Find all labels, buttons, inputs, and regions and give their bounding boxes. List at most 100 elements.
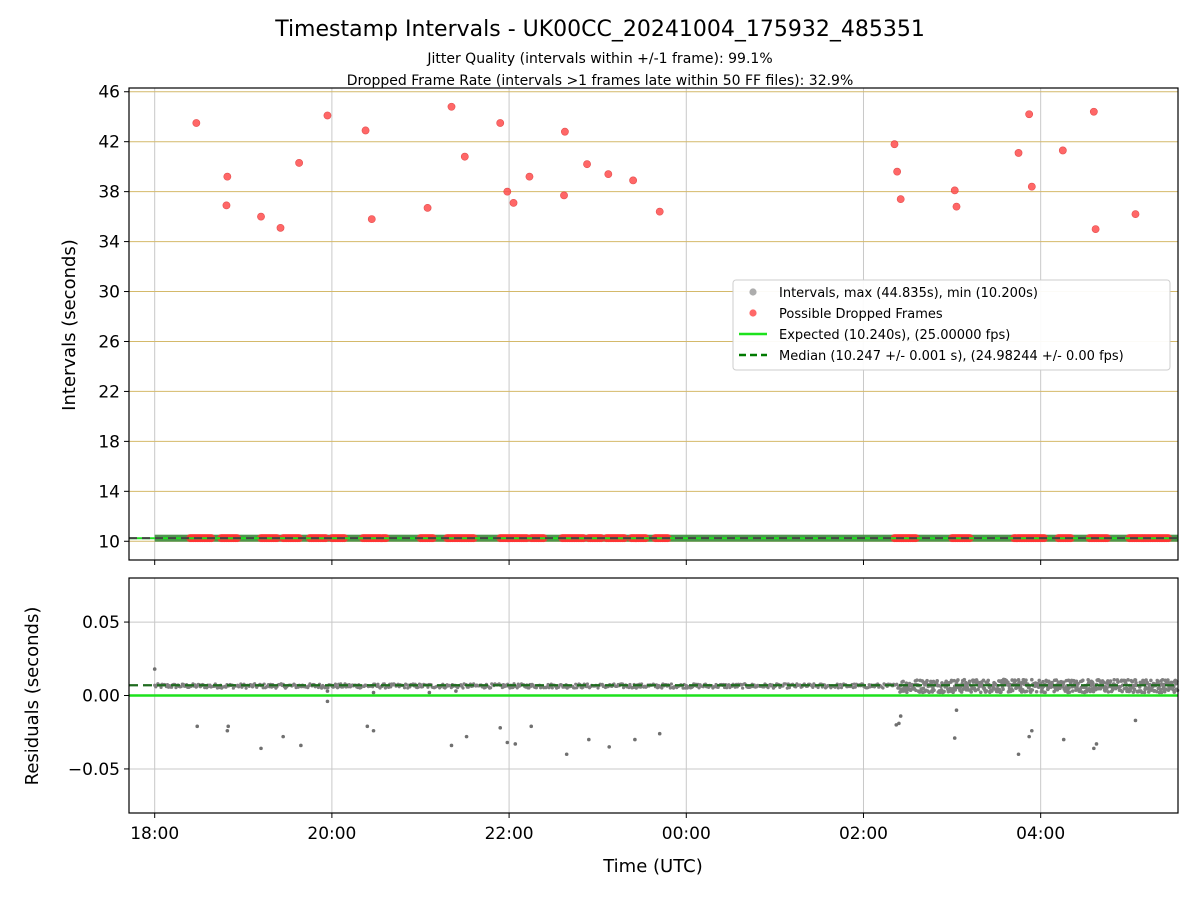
residual-point [1172,690,1177,694]
legend-entry-label: Expected (10.240s), (25.00000 fps) [779,328,1010,343]
residual-outlier-point [954,708,959,712]
dropped-frames-series [192,102,1140,234]
residual-point [953,688,958,692]
residual-point [921,686,926,691]
dropped-frame-point [890,140,899,149]
residual-point [1106,690,1111,694]
residual-point [1116,680,1120,684]
dropped-frame-point [423,203,432,212]
residual-point [1018,685,1023,690]
residual-point [1159,690,1164,695]
residual-point [920,679,925,683]
residual-outlier-point [152,667,157,671]
residual-outlier-point [894,723,899,727]
dropped-frame-point [447,102,456,111]
bottom-y-axis-label: Residuals (seconds) [22,607,43,786]
dropped-frame-point [629,176,638,185]
residual-outlier-point [529,724,534,729]
dropped-frame-point [896,195,905,204]
residual-outlier-point [1133,718,1138,723]
residual-point [962,677,967,682]
residual-point [1006,680,1010,684]
residual-outlier-point [1092,746,1096,751]
residual-point [1131,690,1136,694]
top-y-tick-label: 18 [98,432,120,452]
residual-point [981,678,986,683]
residual-point [1130,679,1135,684]
dropped-frame-point [223,172,232,181]
legend-entry-label: Possible Dropped Frames [779,307,943,322]
residual-point [1133,678,1138,682]
dropped-frame-point [367,215,376,224]
dropped-frame-point [1091,225,1100,234]
residual-point [927,690,932,695]
residual-outlier-point [226,724,231,729]
dropped-frame-point [496,119,505,127]
residual-point [326,686,330,690]
residual-point [1067,686,1071,690]
dropped-frame-point [525,172,534,181]
residual-point [159,685,163,689]
residual-point [527,686,531,690]
residual-point [1132,687,1137,692]
residual-point [836,686,840,690]
residual-point [904,681,909,685]
top-y-tick-label: 10 [98,532,120,552]
dropped-frame-point [655,207,664,216]
residual-point [1142,690,1147,695]
residual-point [990,689,994,693]
residual-point [1108,679,1113,683]
residual-point [987,685,992,690]
residual-outlier-point [299,743,303,748]
residual-point [935,679,939,683]
x-tick-label: 22:00 [485,824,534,844]
residual-point [725,686,729,690]
residual-point [978,690,983,695]
residual-point [179,684,183,689]
residual-point [1024,689,1029,694]
dropped-frame-point [561,127,569,136]
residual-outlier-point [225,728,230,733]
residuals-plot: 18:00 20:00 22:00 00:00 02:00 04:00 0.05 0.00 −0… [68,577,1180,844]
residual-point [1104,686,1109,691]
residual-point [1010,678,1014,682]
bottom-y-tick-label: −0.05 [68,760,120,780]
dropped-frame-point [192,119,201,127]
residual-outlier-point [365,724,370,729]
dropped-frame-point [503,187,512,196]
residual-point [1110,688,1115,692]
residual-point [1041,679,1045,684]
top-plot-frame [128,87,1179,561]
residual-point [925,678,929,683]
dropped-frame-point [583,160,591,169]
residual-point [956,678,960,682]
residual-point [714,682,718,687]
dropped-frame-point [560,191,568,200]
residual-outlier-point [633,737,637,742]
residual-point [1037,678,1042,683]
residual-point [426,685,430,689]
residual-outlier-point [564,752,569,757]
legend-box [732,279,1171,371]
residual-point [461,686,465,690]
residual-point [1126,678,1130,682]
residual-outlier-point [897,721,901,726]
residual-point [949,678,954,683]
legend: Intervals, max (44.835s), min (10.200s) P… [732,279,1171,371]
residual-point [1010,688,1015,693]
residual-point [942,689,946,694]
residual-outlier-point [464,734,469,739]
chart-subtitle-jitter: Jitter Quality (intervals within +/-1 fr… [426,51,772,67]
dropped-frame-point [1014,149,1023,157]
dropped-frame-point [1027,182,1036,191]
dropped-frame-point [509,198,518,207]
residual-point [1158,687,1163,692]
residual-point [1061,680,1066,685]
residual-point [932,688,936,692]
residual-outlier-point [454,689,458,693]
residual-outlier-point [505,740,510,745]
residual-point [1120,689,1124,694]
dropped-frame-point [952,202,961,211]
residual-point [741,686,745,690]
